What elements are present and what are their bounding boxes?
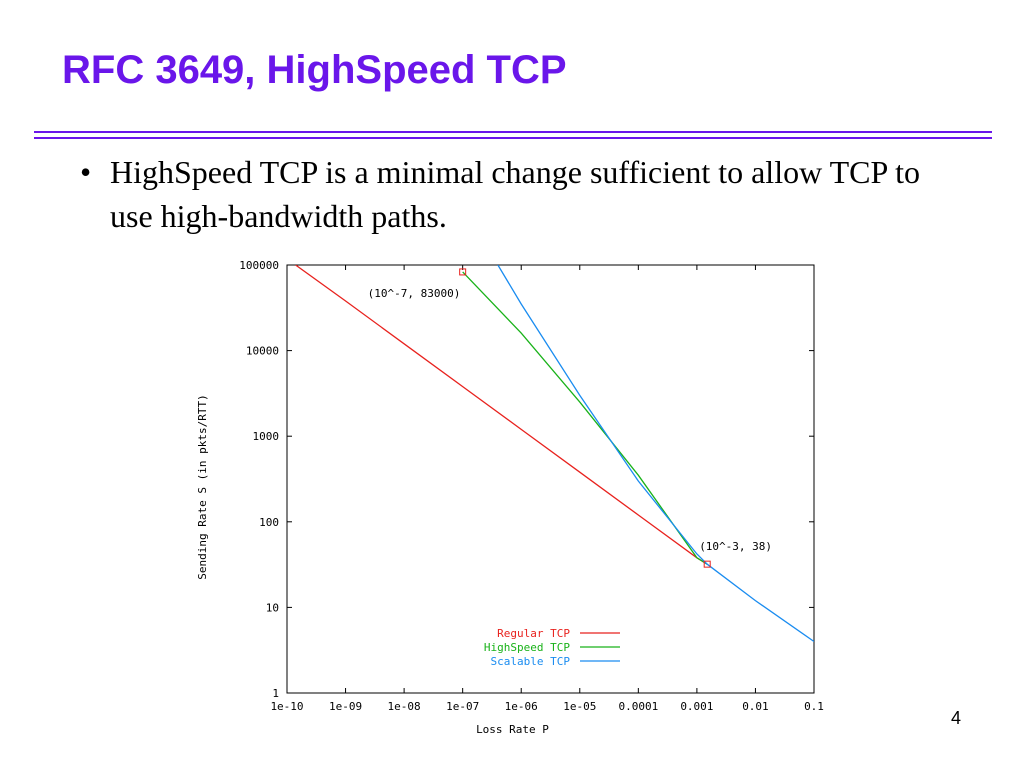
legend-label: Regular TCP: [497, 627, 570, 640]
series-line-scalable-tcp: [497, 265, 814, 643]
plot-frame: [286, 264, 815, 694]
y-tick-label: 1: [272, 687, 279, 700]
legend-label: Scalable TCP: [491, 655, 571, 668]
x-tick-label: 0.1: [804, 700, 824, 713]
y-tick-label: 100000: [239, 259, 279, 272]
x-tick-label: 1e-07: [446, 700, 479, 713]
annotation-marker: [703, 560, 711, 568]
series-line-regular-tcp: [295, 265, 708, 565]
x-tick-label: 1e-09: [329, 700, 362, 713]
page-number: 4: [951, 708, 962, 728]
legend-label: HighSpeed TCP: [484, 641, 570, 654]
bullet-text: HighSpeed TCP is a minimal change suffic…: [110, 154, 920, 234]
y-tick-label: 10000: [246, 345, 279, 358]
x-axis-label: Loss Rate P: [476, 723, 549, 736]
x-tick-label: 1e-06: [505, 700, 538, 713]
x-tick-label: 0.0001: [618, 700, 658, 713]
x-tick-label: 0.001: [680, 700, 713, 713]
annotation-label: (10^-3, 38): [699, 540, 772, 553]
loss-rate-chart: 1e-10 1e-09 1e-08 1e-07 1e-06 1e-05 0.0001 0.00…: [196, 259, 824, 736]
y-tick-label: 100: [259, 516, 279, 529]
title-divider-top: [34, 131, 992, 133]
title-divider-bottom: [34, 137, 992, 139]
x-tick-label: 1e-08: [388, 700, 421, 713]
y-tick-label: 1000: [253, 430, 280, 443]
y-tick-label: 10: [266, 601, 279, 614]
annotation-marker: [459, 268, 467, 276]
x-tick-label: 0.01: [742, 700, 769, 713]
x-tick-label: 1e-10: [270, 700, 303, 713]
x-tick-label: 1e-05: [563, 700, 596, 713]
annotation-label: (10^-7, 83000): [368, 287, 461, 300]
slide-title: RFC 3649, HighSpeed TCP: [62, 48, 567, 92]
y-axis-label: Sending Rate S (in pkts/RTT): [196, 394, 209, 579]
bullet-dot-icon: •: [80, 154, 92, 190]
